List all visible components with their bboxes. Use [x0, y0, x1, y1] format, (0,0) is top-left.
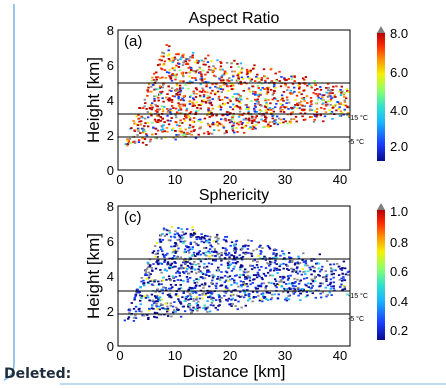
- panel-a-ytick: 0: [107, 163, 114, 178]
- panel-a-cbar-tick: 6.0: [390, 65, 408, 80]
- panel-c-ytick: 2: [107, 304, 114, 319]
- selection-bracket: [3, 4, 15, 381]
- panel-a-ytick: 8: [107, 23, 114, 38]
- panel-c-xticks: 0 10 20 30 40: [116, 348, 347, 363]
- panel-a-cbar-tick: 8.0: [390, 26, 408, 41]
- panel-c-ytick: 0: [107, 339, 114, 354]
- panel-a-cbar-tick: 2.0: [390, 139, 408, 154]
- panel-c-cbar-tick: 0.4: [390, 294, 408, 309]
- panel-a-ytick: 2: [107, 128, 114, 143]
- panel-a-xtick: 30: [278, 172, 292, 187]
- panel-c-iso-label-5: -5 °C: [348, 315, 364, 323]
- panel-c-xtick: 30: [278, 348, 292, 363]
- panel-c-isotherms: [118, 258, 350, 315]
- panel-c-xtick: 0: [116, 348, 123, 363]
- panel-a-axes: [117, 29, 351, 171]
- panel-a-tag: (a): [124, 33, 142, 50]
- panel-a-cbar-tick: 4.0: [390, 103, 408, 118]
- panel-a-title: Aspect Ratio: [189, 10, 280, 27]
- panel-sphericity: Sphericity -15 °C -5 °C (c) 8 6 4 2 0 0 …: [84, 187, 408, 381]
- panel-aspect-ratio: Aspect Ratio -15 °C -5 °C (a) 8 6 4 2 0 …: [84, 10, 408, 187]
- panel-c-title: Sphericity: [199, 187, 269, 204]
- panel-a-xtick: 10: [168, 172, 182, 187]
- panel-c-cbar-tick: 0.2: [390, 323, 408, 338]
- panel-a-iso-label-5: -5 °C: [348, 138, 364, 146]
- panel-a-xtick: 40: [333, 172, 347, 187]
- panel-c-colorbar: 1.0 0.8 0.6 0.4 0.2: [377, 203, 408, 340]
- panel-c-ytick: 4: [107, 269, 114, 284]
- panel-c-xtick: 40: [333, 348, 347, 363]
- panel-c-xtick: 10: [168, 348, 182, 363]
- deleted-label: Deleted:: [4, 366, 72, 382]
- panel-c-xtick: 20: [223, 348, 237, 363]
- panel-a-data: [124, 44, 350, 147]
- panel-a-ylabel: Height [km]: [84, 57, 103, 143]
- panel-a-xticks: 0 10 20 30 40: [116, 172, 347, 187]
- panel-c-ytick: 6: [107, 234, 114, 249]
- panel-a-ytick: 4: [107, 93, 114, 108]
- panel-a-iso-label-15: -15 °C: [348, 114, 368, 122]
- panel-a-colorbar: 8.0 6.0 4.0 2.0: [377, 26, 408, 161]
- panel-c-ylabel: Height [km]: [84, 233, 103, 319]
- panel-c-cbar-tick: 0.8: [390, 235, 408, 250]
- panel-a-xtick: 20: [223, 172, 237, 187]
- panel-a-ytick: 6: [107, 58, 114, 73]
- panel-c-iso-label-15: -15 °C: [348, 292, 368, 300]
- panel-a-yticks: 8 6 4 2 0: [107, 23, 114, 178]
- panel-c-yticks: 8 6 4 2 0: [107, 199, 114, 354]
- panel-c-cbar-tick: 0.6: [390, 264, 408, 279]
- panel-c-axes: [117, 205, 351, 347]
- panel-c-xlabel: Distance [km]: [183, 362, 286, 381]
- panel-a-isotherms: [118, 82, 350, 138]
- panel-c-cbar-tick: 1.0: [390, 204, 408, 219]
- panel-c-tag: (c): [124, 209, 142, 226]
- panel-c-ytick: 8: [107, 199, 114, 214]
- panel-a-xtick: 0: [116, 172, 123, 187]
- panel-c-data: [123, 226, 350, 322]
